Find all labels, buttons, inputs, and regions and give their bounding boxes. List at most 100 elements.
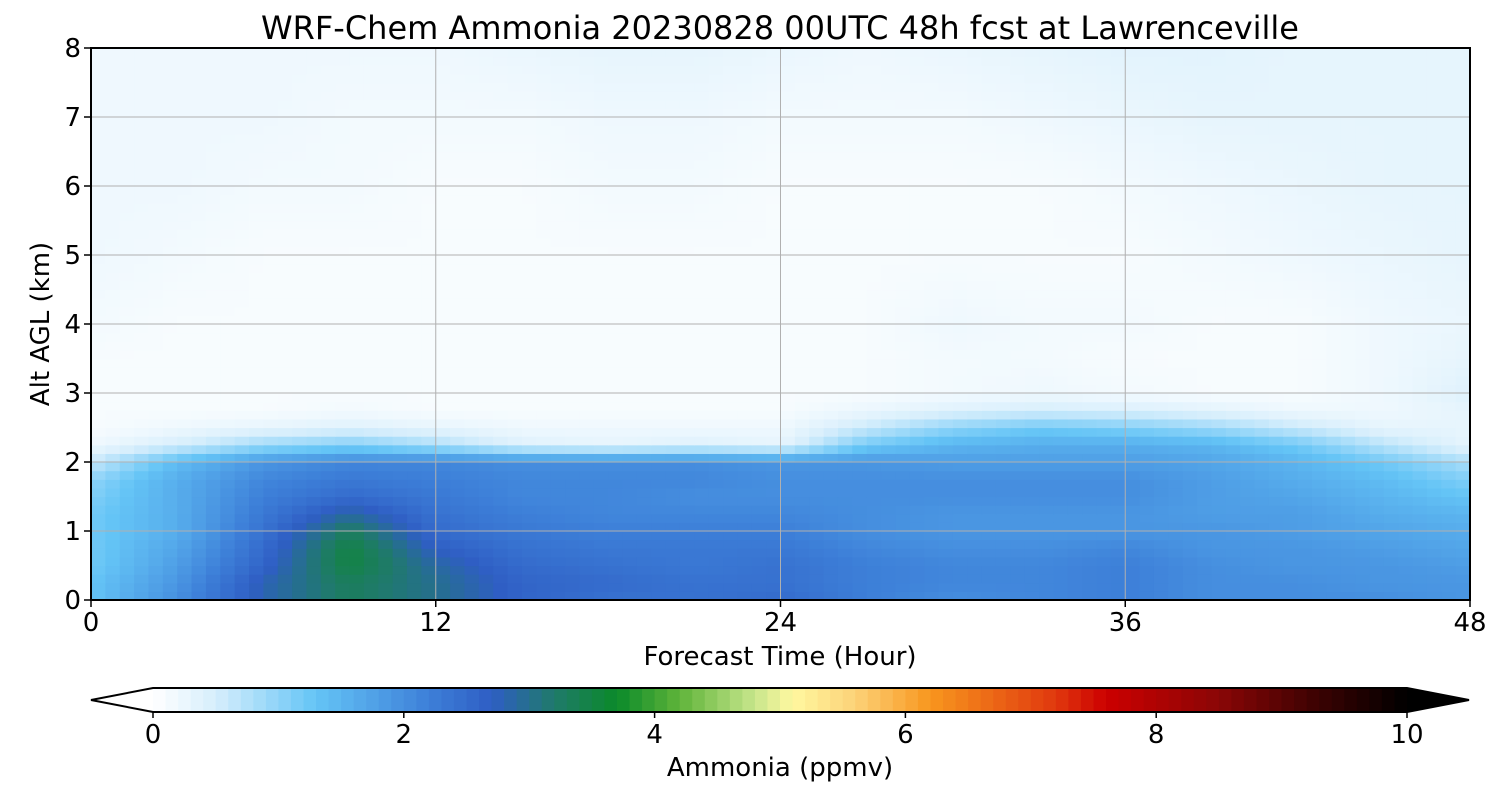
- heatmap-cell: [1369, 393, 1385, 403]
- heatmap-cell: [766, 349, 782, 360]
- heatmap-cell: [593, 211, 609, 222]
- heatmap-cell: [938, 367, 954, 377]
- heatmap-cell: [1010, 298, 1026, 308]
- heatmap-cell: [1254, 220, 1270, 230]
- heatmap-cell: [895, 272, 911, 282]
- heatmap-cell: [363, 556, 379, 567]
- heatmap-cell: [1455, 237, 1470, 247]
- heatmap-cell: [105, 211, 121, 222]
- heatmap-cell: [421, 410, 437, 420]
- heatmap-cell: [1340, 255, 1356, 265]
- heatmap-cell: [1096, 332, 1112, 342]
- heatmap-cell: [651, 444, 667, 454]
- heatmap-cell: [1240, 358, 1256, 368]
- heatmap-cell: [1268, 168, 1284, 178]
- heatmap-cell: [636, 306, 652, 316]
- heatmap-cell: [435, 462, 451, 472]
- heatmap-cell: [622, 556, 638, 567]
- heatmap-cell: [1369, 237, 1385, 247]
- heatmap-cell: [320, 272, 336, 282]
- heatmap-cell: [1297, 194, 1313, 204]
- heatmap-cell: [263, 203, 279, 213]
- heatmap-cell: [1297, 384, 1313, 394]
- heatmap-cell: [823, 324, 839, 334]
- heatmap-cell: [177, 367, 193, 377]
- heatmap-cell: [909, 531, 925, 541]
- heatmap-cell: [292, 306, 308, 316]
- heatmap-cell: [1168, 289, 1184, 299]
- heatmap-cell: [780, 349, 796, 360]
- heatmap-cell: [234, 479, 250, 489]
- heatmap-cell: [1010, 367, 1026, 377]
- heatmap-cell: [1398, 160, 1414, 170]
- heatmap-cell: [823, 168, 839, 178]
- heatmap-cell: [1240, 332, 1256, 342]
- heatmap-cell: [91, 444, 106, 454]
- heatmap-cell: [952, 315, 968, 325]
- heatmap-cell: [837, 487, 853, 498]
- heatmap-cell: [1398, 539, 1414, 549]
- heatmap-cell: [320, 263, 336, 273]
- heatmap-cell: [909, 505, 925, 515]
- heatmap-cell: [1153, 418, 1169, 429]
- heatmap-cell: [895, 168, 911, 178]
- heatmap-cell: [895, 565, 911, 575]
- heatmap-cell: [1426, 177, 1442, 187]
- heatmap-cell: [378, 229, 394, 239]
- heatmap-cell: [1441, 453, 1457, 463]
- heatmap-cell: [349, 479, 365, 489]
- heatmap-cell: [1297, 229, 1313, 239]
- heatmap-cell: [493, 591, 509, 600]
- heatmap-cell: [1355, 539, 1371, 549]
- heatmap-cell: [1125, 151, 1141, 161]
- heatmap-cell: [794, 246, 810, 256]
- heatmap-cell: [363, 591, 379, 600]
- heatmap-cell: [134, 341, 150, 351]
- heatmap-cell: [220, 401, 236, 411]
- heatmap-cell: [981, 556, 997, 567]
- heatmap-cell: [809, 418, 825, 429]
- heatmap-cell: [205, 479, 221, 489]
- heatmap-cell: [1283, 349, 1299, 360]
- heatmap-cell: [335, 444, 351, 454]
- heatmap-cell: [521, 548, 537, 558]
- heatmap-cell: [191, 548, 207, 558]
- heatmap-cell: [1254, 168, 1270, 178]
- heatmap-cell: [521, 462, 537, 472]
- heatmap-cell: [234, 453, 250, 463]
- heatmap-cell: [478, 436, 494, 446]
- heatmap-cell: [320, 358, 336, 368]
- heatmap-cell: [349, 582, 365, 592]
- heatmap-cell: [119, 410, 135, 420]
- heatmap-cell: [1355, 505, 1371, 515]
- heatmap-cell: [1067, 315, 1083, 325]
- heatmap-cell: [679, 462, 695, 472]
- heatmap-cell: [349, 401, 365, 411]
- heatmap-cell: [1355, 470, 1371, 480]
- heatmap-cell: [1412, 315, 1428, 325]
- heatmap-cell: [392, 462, 408, 472]
- heatmap-cell: [780, 574, 796, 584]
- heatmap-cell: [866, 505, 882, 515]
- heatmap-cell: [593, 462, 609, 472]
- heatmap-cell: [1010, 332, 1026, 342]
- heatmap-cell: [205, 315, 221, 325]
- heatmap-cell: [924, 194, 940, 204]
- heatmap-cell: [292, 591, 308, 600]
- heatmap-cell: [636, 505, 652, 515]
- heatmap-cell: [622, 168, 638, 178]
- heatmap-cell: [823, 487, 839, 498]
- heatmap-cell: [1369, 436, 1385, 446]
- heatmap-cell: [967, 462, 983, 472]
- heatmap-cell: [1268, 324, 1284, 334]
- heatmap-cell: [162, 522, 178, 532]
- heatmap-cell: [407, 203, 422, 213]
- heatmap-cell: [277, 427, 293, 437]
- heatmap-cell: [1441, 565, 1457, 575]
- heatmap-cell: [651, 548, 667, 558]
- heatmap-cell: [1110, 186, 1126, 196]
- heatmap-cell: [837, 401, 853, 411]
- heatmap-cell: [622, 444, 638, 454]
- heatmap-cell: [407, 289, 422, 299]
- heatmap-cell: [593, 444, 609, 454]
